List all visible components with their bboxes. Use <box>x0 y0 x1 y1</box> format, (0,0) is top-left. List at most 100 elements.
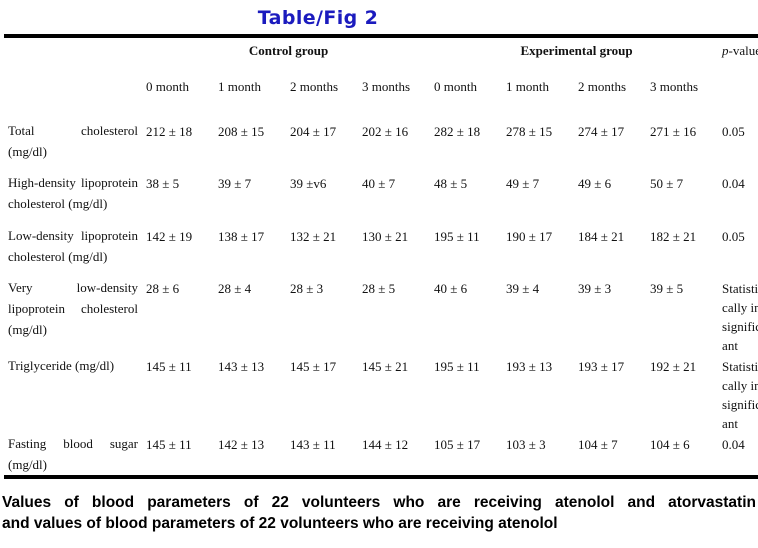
value-cell: 39 ± 4 <box>506 281 540 296</box>
value-cell: 142 ± 13 <box>218 437 265 452</box>
month-header-control-1: 1 month <box>218 79 261 94</box>
value-cell: 132 ± 21 <box>290 229 337 244</box>
caption-line-2: and values of blood parameters of 22 vol… <box>2 515 558 532</box>
month-header-control-0: 0 month <box>146 79 189 94</box>
value-cell: 38 ± 5 <box>146 176 180 191</box>
value-cell: 184 ± 21 <box>578 229 625 244</box>
value-cell: 145 ± 17 <box>290 359 337 374</box>
value-cell: 39 ±v6 <box>290 176 327 191</box>
p-value-cell: Statistically insignificant <box>722 281 758 353</box>
month-header-control-2: 2 months <box>290 79 339 94</box>
value-cell: 50 ± 7 <box>650 176 684 191</box>
row-label: Very low-density lipoprotein cholesterol… <box>4 277 146 355</box>
month-header-experimental-2: 2 months <box>578 79 627 94</box>
row-label-line: Total cholesterol <box>8 123 138 138</box>
value-cell: 195 ± 11 <box>434 359 480 374</box>
table-caption: Values of blood parameters of 22 volunte… <box>2 492 756 534</box>
table-row-total-cholesterol: Total cholesterol (mg/dl) 212 ± 18 208 ±… <box>4 120 758 172</box>
value-cell: 204 ± 17 <box>290 124 337 139</box>
value-cell: 212 ± 18 <box>146 124 193 139</box>
row-label-line: cholesterol (mg/dl) <box>8 196 108 211</box>
row-label-line: (mg/dl) <box>8 457 47 472</box>
value-cell: 39 ± 3 <box>578 281 612 296</box>
p-value-cell: 0.05 <box>722 229 745 244</box>
value-cell: 142 ± 19 <box>146 229 193 244</box>
table-row-fasting-blood-sugar: Fasting blood sugar (mg/dl) 145 ± 11 142… <box>4 433 758 477</box>
value-cell: 145 ± 11 <box>146 359 192 374</box>
blank-cell <box>722 70 758 120</box>
value-cell: 202 ± 16 <box>362 124 409 139</box>
row-label: Triglyceride (mg/dl) <box>4 355 146 433</box>
value-cell: 182 ± 21 <box>650 229 697 244</box>
value-cell: 274 ± 17 <box>578 124 625 139</box>
row-label-line: High-density lipoprotein <box>8 175 138 190</box>
p-value-header-italic: p <box>722 43 729 58</box>
row-label-line: Triglyceride (mg/dl) <box>8 358 115 373</box>
value-cell: 105 ± 17 <box>434 437 481 452</box>
value-cell: 40 ± 6 <box>434 281 468 296</box>
value-cell: 190 ± 17 <box>506 229 553 244</box>
value-cell: 103 ± 3 <box>506 437 546 452</box>
row-label-line: (mg/dl) <box>8 144 47 159</box>
page: Table/Fig 2 Control group Experimental g… <box>0 7 758 534</box>
row-label: Fasting blood sugar (mg/dl) <box>4 433 146 477</box>
p-value-cell: 0.05 <box>722 124 745 139</box>
value-cell: 130 ± 21 <box>362 229 409 244</box>
value-cell: 39 ± 5 <box>650 281 684 296</box>
table-row-vldl-cholesterol: Very low-density lipoprotein cholesterol… <box>4 277 758 355</box>
month-header-experimental-1: 1 month <box>506 79 550 94</box>
p-value-cell: 0.04 <box>722 437 745 452</box>
row-label: High-density lipoprotein cholesterol (mg… <box>4 172 146 225</box>
p-value-header-rest: -value <box>728 43 758 58</box>
data-table: Control group Experimental group p-value… <box>4 34 758 479</box>
p-value-cell: Statistically insignificant <box>722 359 758 431</box>
value-cell: 40 ± 7 <box>362 176 396 191</box>
caption-line-1: Values of blood parameters of 22 volunte… <box>2 494 756 511</box>
row-label-line: lipoprotein cholesterol <box>8 301 138 316</box>
experimental-group-header: Experimental group <box>520 43 633 58</box>
row-label-line: Fasting blood sugar <box>8 436 138 451</box>
table-row-ldl-cholesterol: Low-density lipoprotein cholesterol (mg/… <box>4 225 758 277</box>
value-cell: 138 ± 17 <box>218 229 265 244</box>
group-header-row: Control group Experimental group p-value <box>4 36 758 70</box>
blank-cell <box>4 70 146 120</box>
table-row-hdl-cholesterol: High-density lipoprotein cholesterol (mg… <box>4 172 758 225</box>
value-cell: 104 ± 7 <box>578 437 618 452</box>
row-label-line: cholesterol (mg/dl) <box>8 249 108 264</box>
value-cell: 143 ± 13 <box>218 359 265 374</box>
corner-blank-cell <box>4 36 146 70</box>
month-header-experimental-0: 0 month <box>434 79 478 94</box>
value-cell: 193 ± 13 <box>506 359 553 374</box>
value-cell: 28 ± 3 <box>290 281 324 296</box>
value-cell: 193 ± 17 <box>578 359 625 374</box>
value-cell: 49 ± 7 <box>506 176 540 191</box>
value-cell: 48 ± 5 <box>434 176 468 191</box>
value-cell: 28 ± 5 <box>362 281 396 296</box>
control-group-header: Control group <box>248 43 329 58</box>
value-cell: 278 ± 15 <box>506 124 553 139</box>
value-cell: 271 ± 16 <box>650 124 697 139</box>
value-cell: 208 ± 15 <box>218 124 265 139</box>
row-label-line: (mg/dl) <box>8 322 47 337</box>
table-title: Table/Fig 2 <box>257 7 379 29</box>
row-label: Total cholesterol (mg/dl) <box>4 120 146 172</box>
value-cell: 192 ± 21 <box>650 359 697 374</box>
value-cell: 28 ± 6 <box>146 281 180 296</box>
value-cell: 195 ± 11 <box>434 229 480 244</box>
month-header-experimental-3: 3 months <box>650 79 699 94</box>
month-header-control-3: 3 months <box>362 79 411 94</box>
row-label: Low-density lipoprotein cholesterol (mg/… <box>4 225 146 277</box>
value-cell: 282 ± 18 <box>434 124 481 139</box>
value-cell: 104 ± 6 <box>650 437 690 452</box>
row-label-line: Very low-density <box>8 280 138 295</box>
value-cell: 28 ± 4 <box>218 281 252 296</box>
p-value-cell: 0.04 <box>722 176 745 191</box>
month-header-row: 0 month 1 month 2 months 3 months 0 mont… <box>4 70 758 120</box>
p-value-header: p-value <box>722 36 758 70</box>
value-cell: 145 ± 11 <box>146 437 192 452</box>
value-cell: 143 ± 11 <box>290 437 336 452</box>
value-cell: 39 ± 7 <box>218 176 252 191</box>
value-cell: 144 ± 12 <box>362 437 409 452</box>
value-cell: 145 ± 21 <box>362 359 409 374</box>
value-cell: 49 ± 6 <box>578 176 612 191</box>
